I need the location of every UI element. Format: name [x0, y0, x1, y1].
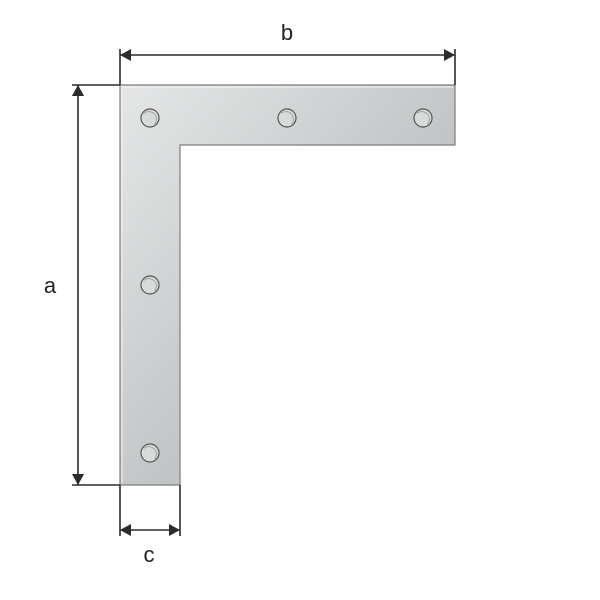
dimension-label-a: a [44, 273, 57, 298]
bracket-holes [141, 109, 432, 462]
dimension-label-c: c [144, 542, 155, 567]
dimension-label-b: b [281, 20, 293, 45]
bracket [120, 85, 455, 485]
diagram-svg: b a c [0, 0, 600, 600]
diagram-stage: b a c [0, 0, 600, 600]
